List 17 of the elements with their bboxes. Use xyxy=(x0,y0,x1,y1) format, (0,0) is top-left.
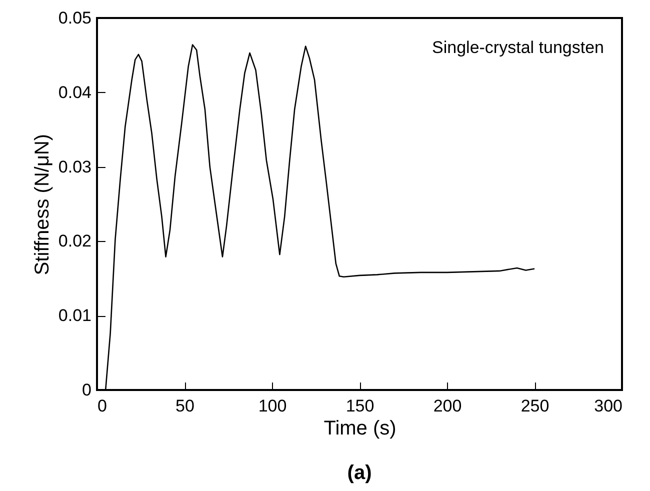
y-tick-label: 0 xyxy=(82,380,92,400)
y-axis-title: Stiffness (N/μN) xyxy=(31,134,54,276)
y-tick-label: 0.01 xyxy=(58,306,92,326)
x-tick-label: 250 xyxy=(520,396,550,416)
x-tick-label: 300 xyxy=(594,396,622,416)
x-tick-label: 100 xyxy=(258,396,287,416)
y-tick-label: 0.02 xyxy=(58,232,92,251)
x-axis-title: Time (s) xyxy=(324,418,396,440)
x-tick-label: 50 xyxy=(176,396,194,416)
y-tick-label: 0.03 xyxy=(58,157,92,176)
y-tick-label: 0.04 xyxy=(58,82,92,102)
annotation: Single-crystal tungsten xyxy=(432,38,604,57)
x-tick-label: 200 xyxy=(433,396,462,416)
text: (a) xyxy=(347,462,372,484)
y-tick-label: 0.05 xyxy=(58,8,92,28)
x-tick-label: 150 xyxy=(346,396,374,416)
x-tick-label: 0 xyxy=(98,396,107,416)
